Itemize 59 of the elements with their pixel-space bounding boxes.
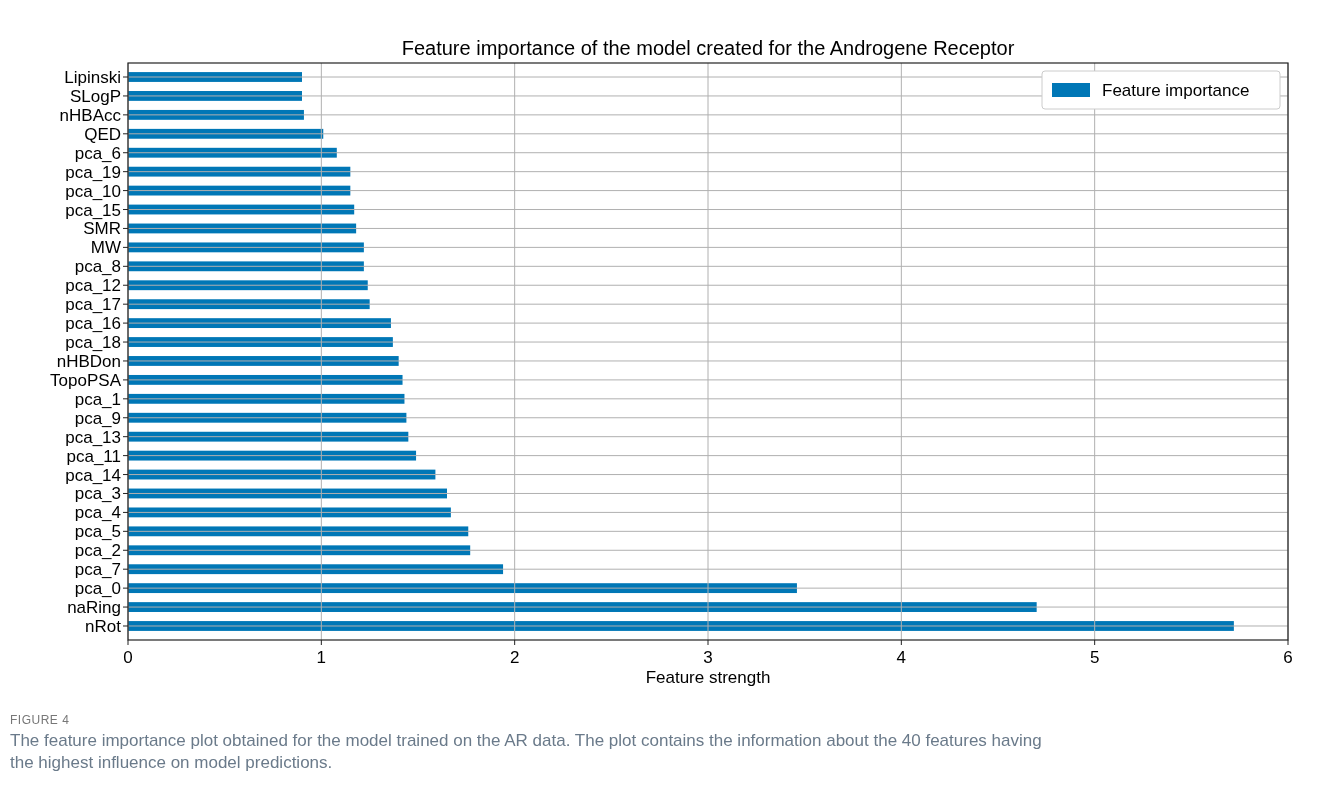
y-tick-label: nHBAcc bbox=[59, 105, 122, 125]
y-tick-label: nRot bbox=[85, 616, 122, 636]
y-tick-label: pca_14 bbox=[65, 465, 121, 485]
bar bbox=[128, 128, 324, 139]
bar bbox=[128, 299, 370, 310]
bar bbox=[128, 564, 504, 575]
y-tick-label: pca_2 bbox=[74, 541, 121, 561]
x-tick-label: 5 bbox=[1089, 648, 1100, 667]
y-tick-label: pca_8 bbox=[74, 257, 121, 277]
bar bbox=[128, 507, 451, 518]
y-tick-label: pca_9 bbox=[74, 408, 121, 428]
chart-title: Feature importance of the model created for the Androgene Receptor bbox=[401, 37, 1015, 59]
y-tick-label: MW bbox=[90, 238, 121, 258]
y-tick-label: pca_5 bbox=[74, 522, 121, 542]
y-tick-label: pca_4 bbox=[74, 503, 121, 523]
bar bbox=[128, 280, 368, 291]
text: The feature importance plot obtained for the model trained on the AR data. The plot contains the information about the 40 features having bbox=[10, 731, 1042, 750]
legend-label: Feature importance bbox=[1102, 81, 1250, 100]
x-axis-title: Feature strength bbox=[645, 668, 771, 687]
y-tick-label: SMR bbox=[83, 219, 121, 239]
bar bbox=[128, 242, 364, 253]
bar bbox=[128, 431, 409, 442]
bar bbox=[128, 545, 471, 556]
x-tick-label: 3 bbox=[703, 648, 713, 667]
bar bbox=[128, 450, 417, 461]
y-tick-label: pca_17 bbox=[65, 295, 121, 315]
bar bbox=[128, 412, 407, 423]
y-tick-label: pca_15 bbox=[65, 200, 121, 220]
y-tick-label: pca_10 bbox=[65, 181, 121, 201]
y-tick-label: naRing bbox=[67, 598, 121, 618]
y-tick-label: pca_11 bbox=[66, 446, 121, 466]
bar bbox=[128, 147, 337, 158]
y-tick-label: pca_18 bbox=[65, 333, 121, 353]
y-tick-label: pca_12 bbox=[65, 276, 121, 296]
y-tick-label: pca_3 bbox=[74, 484, 121, 504]
y-tick-label: QED bbox=[84, 124, 121, 144]
bar bbox=[128, 261, 364, 272]
y-tick-label: Lipinski bbox=[64, 68, 121, 88]
bar bbox=[128, 185, 351, 196]
y-tick-label: pca_0 bbox=[74, 579, 121, 599]
y-tick-label: pca_16 bbox=[65, 314, 121, 334]
y-tick-label: pca_6 bbox=[74, 143, 121, 163]
y-tick-label: pca_13 bbox=[65, 427, 121, 447]
y-tick-label: pca_1 bbox=[74, 389, 121, 409]
y-tick-label: TopoPSA bbox=[50, 370, 122, 390]
x-tick-label: 0 bbox=[123, 648, 133, 667]
bar bbox=[128, 393, 405, 404]
x-tick-label: 4 bbox=[896, 648, 907, 667]
bar bbox=[128, 166, 351, 177]
bar bbox=[128, 526, 469, 537]
x-tick-label: 2 bbox=[509, 648, 520, 667]
y-tick-label: pca_19 bbox=[65, 162, 121, 182]
x-tick-label: 6 bbox=[1283, 648, 1293, 667]
y-tick-label: nHBDon bbox=[56, 351, 121, 371]
text: the highest influence on model predictions. bbox=[10, 753, 333, 772]
x-tick-label: 1 bbox=[316, 648, 327, 667]
y-tick-label: pca_7 bbox=[74, 560, 121, 580]
y-tick-label: SLogP bbox=[69, 86, 121, 106]
caption: FIGURE 4 bbox=[10, 713, 70, 727]
